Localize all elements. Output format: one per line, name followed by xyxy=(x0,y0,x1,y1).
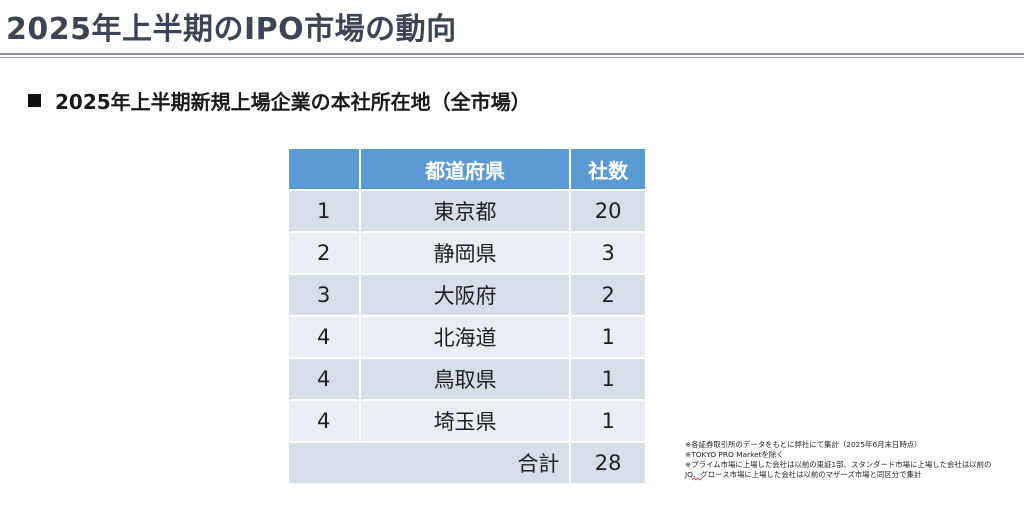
row-prefecture: 大阪府 xyxy=(358,273,572,317)
slide-title: 2025年上半期のIPO市場の動向 xyxy=(6,12,457,47)
footnote: JQ、グロース市場に上場した会社は以前のマザーズ市場と同区分で集計 xyxy=(685,470,922,479)
total-label: 合計 xyxy=(286,441,572,485)
row-prefecture: 埼玉県 xyxy=(358,399,572,443)
row-count: 1 xyxy=(569,357,647,401)
row-prefecture: 静岡県 xyxy=(358,231,572,275)
row-count: 1 xyxy=(569,399,647,443)
spellcheck-squiggle-icon xyxy=(692,477,702,481)
prefecture-table: 都道府県 社数 1 東京都 20 2 静岡県 3 3 大阪府 2 4 北海道 xyxy=(286,147,647,485)
row-prefecture: 鳥取県 xyxy=(358,357,572,401)
table-row: 2 静岡県 3 xyxy=(287,231,647,275)
table-row: 4 鳥取県 1 xyxy=(287,357,647,401)
row-rank: 2 xyxy=(287,231,361,275)
header-count: 社数 xyxy=(569,147,647,191)
row-count: 20 xyxy=(569,189,647,233)
table-row: 4 北海道 1 xyxy=(287,315,647,359)
table-total-row: 合計 28 xyxy=(286,441,647,485)
section-heading: 2025年上半期新規上場企業の本社所在地（全市場） xyxy=(28,86,531,115)
row-prefecture: 東京都 xyxy=(358,189,572,233)
row-rank: 4 xyxy=(287,315,361,359)
table-row: 3 大阪府 2 xyxy=(287,273,647,317)
title-divider-thin xyxy=(0,57,1024,58)
square-bullet-icon xyxy=(28,94,41,107)
table-row: 4 埼玉県 1 xyxy=(287,399,647,443)
row-prefecture: 北海道 xyxy=(358,315,572,359)
row-rank: 4 xyxy=(287,357,361,401)
table-row: 1 東京都 20 xyxy=(287,189,647,233)
total-value: 28 xyxy=(569,441,647,485)
row-rank: 1 xyxy=(287,189,361,233)
footnote: ※TOKYO PRO Marketを除く xyxy=(685,450,784,459)
footnote: ※プライム市場に上場した会社は以前の東証1部、スタンダード市場に上場した会社は以… xyxy=(685,460,992,469)
title-divider xyxy=(0,53,1024,55)
row-count: 3 xyxy=(569,231,647,275)
row-rank: 4 xyxy=(287,399,361,443)
footnote: ※各証券取引所のデータをもとに弊社にて集計（2025年6月末日時点） xyxy=(685,440,922,449)
footnotes: ※各証券取引所のデータをもとに弊社にて集計（2025年6月末日時点） ※TOKY… xyxy=(685,440,991,480)
section-heading-text: 2025年上半期新規上場企業の本社所在地（全市場） xyxy=(55,90,531,114)
header-rank xyxy=(287,147,361,191)
row-rank: 3 xyxy=(287,273,361,317)
row-count: 2 xyxy=(569,273,647,317)
header-prefecture: 都道府県 xyxy=(358,147,572,191)
row-count: 1 xyxy=(569,315,647,359)
table-header-row: 都道府県 社数 xyxy=(287,147,647,191)
